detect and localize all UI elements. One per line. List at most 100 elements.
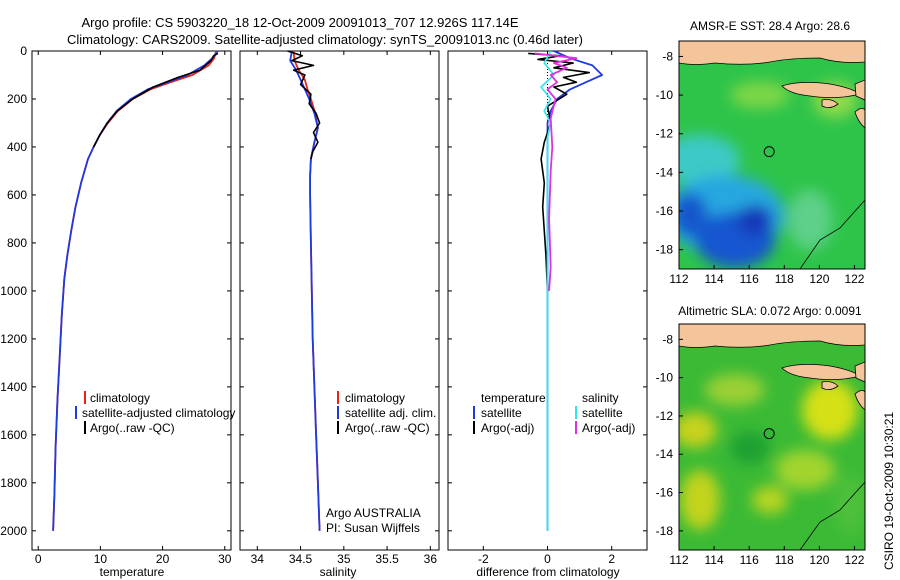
legend-label-temp-argo: Argo(-adj) [481, 421, 534, 435]
figure-title-line2: Climatology: CARS2009. Satellite-adjuste… [67, 32, 583, 47]
sla-map-field [679, 324, 865, 550]
y-tick-label: 1600 [0, 428, 27, 442]
map-y-tick-label: -16 [656, 204, 674, 218]
map-x-tick-label: 118 [775, 553, 794, 567]
x-tick-label: 36 [424, 552, 438, 566]
map-x-tick-label: 114 [705, 272, 724, 286]
map-x-tick-label: 116 [740, 272, 759, 286]
shelf-contour [799, 199, 865, 269]
map-x-tick-label: 112 [669, 272, 688, 286]
map-x-tick-label: 114 [705, 553, 724, 567]
difference-panel: -2 0 2 difference from climatology tempera… [447, 50, 648, 579]
x-tick-label: 35 [337, 552, 351, 566]
side-timestamp-label: CSIRO 19-Oct-2009 10:30:21 [882, 412, 896, 570]
map-y-tick-label: -12 [656, 409, 674, 423]
figure-title-line1: Argo profile: CS 5903220_18 12-Oct-2009 … [81, 15, 518, 30]
legend-label-climatology: climatology [90, 391, 150, 405]
flores-island [854, 361, 865, 383]
salinity-lines [287, 50, 321, 531]
sst-map-field [679, 41, 865, 269]
x-tick-label: 34.5 [289, 552, 313, 566]
legend-label-climatology: climatology [345, 391, 405, 405]
map-x-tick-label: 122 [844, 553, 864, 567]
sla-map-ticks: 112 114 116 118 120 122 -8 -10 -12 -14 -16 -18 [656, 332, 865, 567]
temperature-ticks: 0 10 20 30 0 200 400 600 800 1000 1200 1400 1600 1800… [0, 44, 231, 566]
salinity-xlabel: salinity [320, 565, 357, 579]
map-x-tick-label: 120 [809, 553, 829, 567]
map-x-tick-label: 112 [669, 553, 688, 567]
map-y-tick-label: -14 [656, 447, 674, 461]
shelf-contour [799, 481, 865, 550]
legend-label-sal-satellite: satellite [582, 406, 623, 420]
sla-field-blobs [679, 374, 865, 535]
map-y-tick-label: -8 [662, 332, 673, 346]
x-tick-label: -2 [478, 552, 489, 566]
temperature-lines [52, 50, 219, 531]
sumba-island [854, 390, 865, 411]
x-tick-label: 30 [218, 552, 232, 566]
y-tick-label: 600 [7, 188, 27, 202]
temperature-xlabel: temperature [100, 565, 165, 579]
y-tick-label: 1400 [0, 380, 27, 394]
y-tick-label: 1200 [0, 332, 27, 346]
y-tick-label: 1000 [0, 284, 27, 298]
temperature-axes-box [31, 50, 232, 551]
series-line-black-2 [92, 52, 219, 148]
sla-map-title: Altimetric SLA: 0.072 Argo: 0.0091 [678, 304, 862, 318]
legend-label-sal-argo: Argo(-adj) [582, 421, 635, 435]
map-y-tick-label: -12 [656, 127, 674, 141]
x-tick-label: 0 [35, 552, 42, 566]
salinity-axes-box [239, 50, 440, 551]
legend-label-satellite-adj: satellite adj. clim. [345, 406, 436, 420]
map-y-tick-label: -18 [656, 243, 674, 257]
x-tick-label: 0 [544, 552, 551, 566]
series-line-blue-0 [546, 50, 603, 531]
series-line-red-0 [292, 50, 321, 531]
series-line-black-1 [528, 52, 591, 291]
sumba-island [854, 108, 865, 129]
map-y-tick-label: -16 [656, 486, 674, 500]
series-line-blue-1 [52, 50, 219, 531]
sst-map-ticks: 112 114 116 118 120 122 -8 -10 -12 -14 -16 -18 [656, 49, 865, 286]
legend-label-temp-satellite: satellite [481, 406, 522, 420]
map-y-tick-label: -8 [662, 49, 673, 63]
x-tick-label: 2 [608, 552, 615, 566]
x-tick-label: 35.5 [375, 552, 399, 566]
y-tick-label: 0 [20, 44, 27, 58]
java-coastline [679, 41, 865, 65]
java-coastline [679, 324, 865, 348]
y-tick-label: 1800 [0, 476, 27, 490]
series-line-cyan-2 [540, 50, 555, 531]
legend-title-temperature: temperature [481, 391, 546, 405]
difference-xlabel: difference from climatology [476, 565, 619, 579]
temperature-panel: 0 10 20 30 0 200 400 600 800 1000 1200 1400 1600 1800… [0, 44, 235, 579]
map-y-tick-label: -10 [656, 88, 674, 102]
float-pi-annotation: PI: Susan Wijffels [326, 521, 420, 535]
sla-map-frame [678, 323, 866, 551]
float-owner-annotation: Argo AUSTRALIA [326, 506, 421, 520]
difference-legend: temperature satellite Argo(-adj) salinit… [473, 391, 635, 435]
legend-title-salinity: salinity [582, 391, 619, 405]
temperature-legend: climatology satellite-adjusted climatolo… [75, 391, 235, 435]
series-line-blue-1 [289, 50, 321, 531]
y-tick-label: 400 [7, 140, 27, 154]
legend-label-argo: Argo(..raw -QC) [90, 421, 175, 435]
sla-map-panel: Altimetric SLA: 0.072 Argo: 0.0091 112 11… [656, 304, 866, 567]
x-tick-label: 10 [94, 552, 108, 566]
sst-map-frame [678, 40, 866, 270]
series-line-magenta-3 [534, 52, 578, 291]
flores-island [854, 79, 865, 101]
salinity-legend: climatology satellite adj. clim. Argo(..… [337, 391, 436, 435]
y-tick-label: 200 [7, 92, 27, 106]
x-tick-label: 20 [156, 552, 170, 566]
map-y-tick-label: -10 [656, 371, 674, 385]
small-island [821, 99, 839, 108]
difference-ticks: -2 0 2 [448, 50, 647, 566]
difference-lines [528, 50, 603, 531]
argo-location-marker [763, 146, 775, 158]
sst-map-panel: AMSR-E SST: 28.4 Argo: 28.6 112 114 116 118… [656, 19, 866, 286]
series-line-black-2 [287, 50, 321, 160]
map-x-tick-label: 118 [775, 272, 794, 286]
y-tick-label: 800 [7, 236, 27, 250]
